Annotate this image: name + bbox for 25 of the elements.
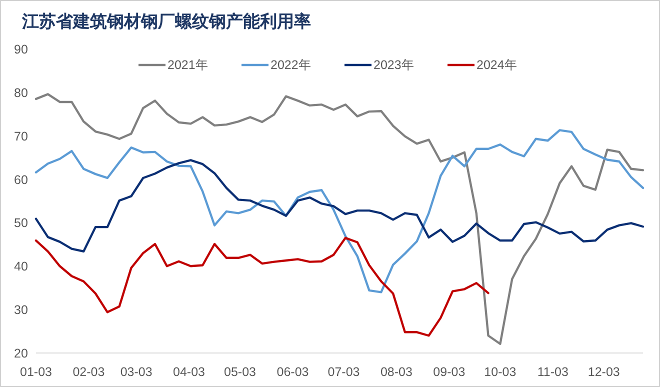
y-tick-label: 60	[14, 172, 28, 187]
x-tick-label: 12-03	[588, 365, 620, 379]
legend-label: 2022年	[270, 58, 312, 72]
legend-label: 2024年	[476, 58, 518, 72]
x-tick-label: 06-03	[276, 365, 309, 379]
x-tick-label: 09-03	[433, 365, 466, 379]
y-tick-label: 40	[14, 260, 28, 274]
x-tick-label: 11-03	[537, 365, 568, 379]
x-tick-label: 02-03	[72, 365, 105, 379]
y-tick-label: 90	[14, 42, 28, 56]
x-tick-label: 04-03	[173, 365, 206, 379]
y-tick-label: 50	[14, 216, 28, 230]
x-tick-label: 07-03	[328, 365, 360, 379]
legend-label: 2023年	[374, 58, 414, 72]
chart-title: 江苏省建筑钢材钢厂螺纹钢产能利用率	[21, 12, 311, 32]
y-tick-label: 70	[14, 129, 28, 144]
x-tick-label: 08-03	[380, 365, 412, 379]
x-tick-label: 05-03	[224, 365, 256, 379]
legend-label: 2021年	[168, 58, 208, 72]
y-tick-label: 80	[14, 86, 28, 100]
x-tick-label: 01-03	[20, 365, 52, 379]
y-tick-label: 30	[14, 303, 28, 318]
y-tick-label: 20	[14, 346, 28, 360]
x-tick-label: 03-03	[120, 365, 152, 379]
x-tick-label: 10-03	[484, 365, 516, 379]
